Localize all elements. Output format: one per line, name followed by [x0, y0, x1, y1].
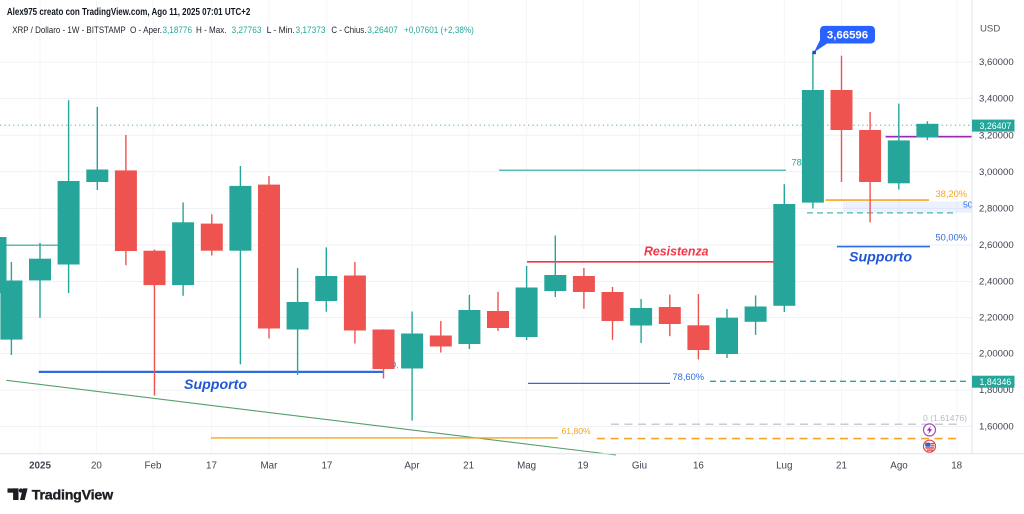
- svg-text:0,: 0,: [392, 360, 399, 369]
- svg-text:19: 19: [578, 460, 589, 471]
- svg-text:3,18776: 3,18776: [163, 24, 193, 35]
- svg-text:17: 17: [206, 460, 217, 471]
- svg-text:Alex975 creato con TradingView: Alex975 creato con TradingView.com, Ago …: [7, 7, 251, 18]
- svg-text:3,27763: 3,27763: [232, 24, 262, 35]
- svg-text:1,80000: 1,80000: [979, 385, 1014, 396]
- svg-text:21: 21: [463, 460, 474, 471]
- svg-text:L - Min.: L - Min.: [267, 24, 295, 35]
- svg-text:Apr: Apr: [404, 460, 420, 471]
- svg-text:2,40000: 2,40000: [979, 277, 1014, 288]
- svg-text:Lug: Lug: [776, 460, 792, 471]
- svg-text:Resistenza: Resistenza: [644, 243, 709, 258]
- svg-text:Mag: Mag: [517, 460, 536, 471]
- svg-text:Feb: Feb: [145, 460, 162, 471]
- svg-text:1,60000: 1,60000: [979, 422, 1014, 433]
- svg-text:2,00000: 2,00000: [979, 349, 1014, 360]
- svg-text:38,20%: 38,20%: [936, 189, 968, 199]
- svg-text:3,20000: 3,20000: [979, 130, 1014, 141]
- svg-text:3,26407: 3,26407: [980, 121, 1012, 131]
- svg-text:2,60000: 2,60000: [979, 240, 1014, 251]
- svg-text:3,17373: 3,17373: [296, 24, 326, 35]
- svg-text:2025: 2025: [29, 460, 51, 471]
- svg-text:1,84346: 1,84346: [980, 377, 1012, 387]
- svg-text:17: 17: [321, 460, 332, 471]
- svg-text:USD: USD: [980, 23, 1000, 34]
- svg-text:Supporto: Supporto: [184, 377, 247, 393]
- svg-text:O - Aper.: O - Aper.: [130, 24, 162, 35]
- svg-text:H - Max.: H - Max.: [196, 24, 227, 35]
- svg-text:2,20000: 2,20000: [979, 313, 1014, 324]
- svg-text:Mar: Mar: [260, 460, 278, 471]
- svg-text:21: 21: [836, 460, 847, 471]
- svg-text:3,66596: 3,66596: [827, 30, 868, 42]
- svg-text:3,40000: 3,40000: [979, 94, 1014, 105]
- svg-text:18: 18: [951, 460, 962, 471]
- svg-text:2,80000: 2,80000: [979, 204, 1014, 215]
- svg-text:0 (1.61476): 0 (1.61476): [923, 413, 967, 423]
- svg-text:16: 16: [693, 460, 704, 471]
- svg-text:3,00000: 3,00000: [979, 167, 1014, 178]
- svg-text:20: 20: [91, 460, 102, 471]
- svg-text:TradingView: TradingView: [32, 487, 114, 503]
- svg-text:78,60%: 78,60%: [673, 372, 705, 382]
- svg-text:50,00%: 50,00%: [936, 232, 968, 242]
- svg-text:C - Chius.: C - Chius.: [331, 24, 366, 35]
- svg-text:50: 50: [963, 200, 973, 210]
- svg-text:Supporto: Supporto: [849, 249, 912, 265]
- svg-text:Ago: Ago: [890, 460, 908, 471]
- svg-text:3,60000: 3,60000: [979, 57, 1014, 68]
- svg-text:61,80%: 61,80%: [562, 426, 592, 436]
- svg-text:XRP / Dollaro - 1W - BITSTAMP: XRP / Dollaro - 1W - BITSTAMP: [12, 24, 126, 35]
- svg-text:Giu: Giu: [632, 460, 647, 471]
- svg-text:3,26407: 3,26407: [367, 24, 398, 35]
- svg-text:+0,07601 (+2,38%): +0,07601 (+2,38%): [404, 24, 474, 35]
